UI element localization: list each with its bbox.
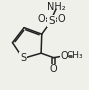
Text: O: O bbox=[50, 64, 57, 74]
Text: O: O bbox=[60, 51, 68, 61]
Text: S: S bbox=[48, 16, 55, 26]
Text: O: O bbox=[38, 14, 46, 24]
Text: O: O bbox=[57, 14, 65, 24]
Text: CH₃: CH₃ bbox=[67, 51, 83, 60]
Text: S: S bbox=[20, 53, 26, 63]
Text: NH₂: NH₂ bbox=[47, 2, 65, 12]
